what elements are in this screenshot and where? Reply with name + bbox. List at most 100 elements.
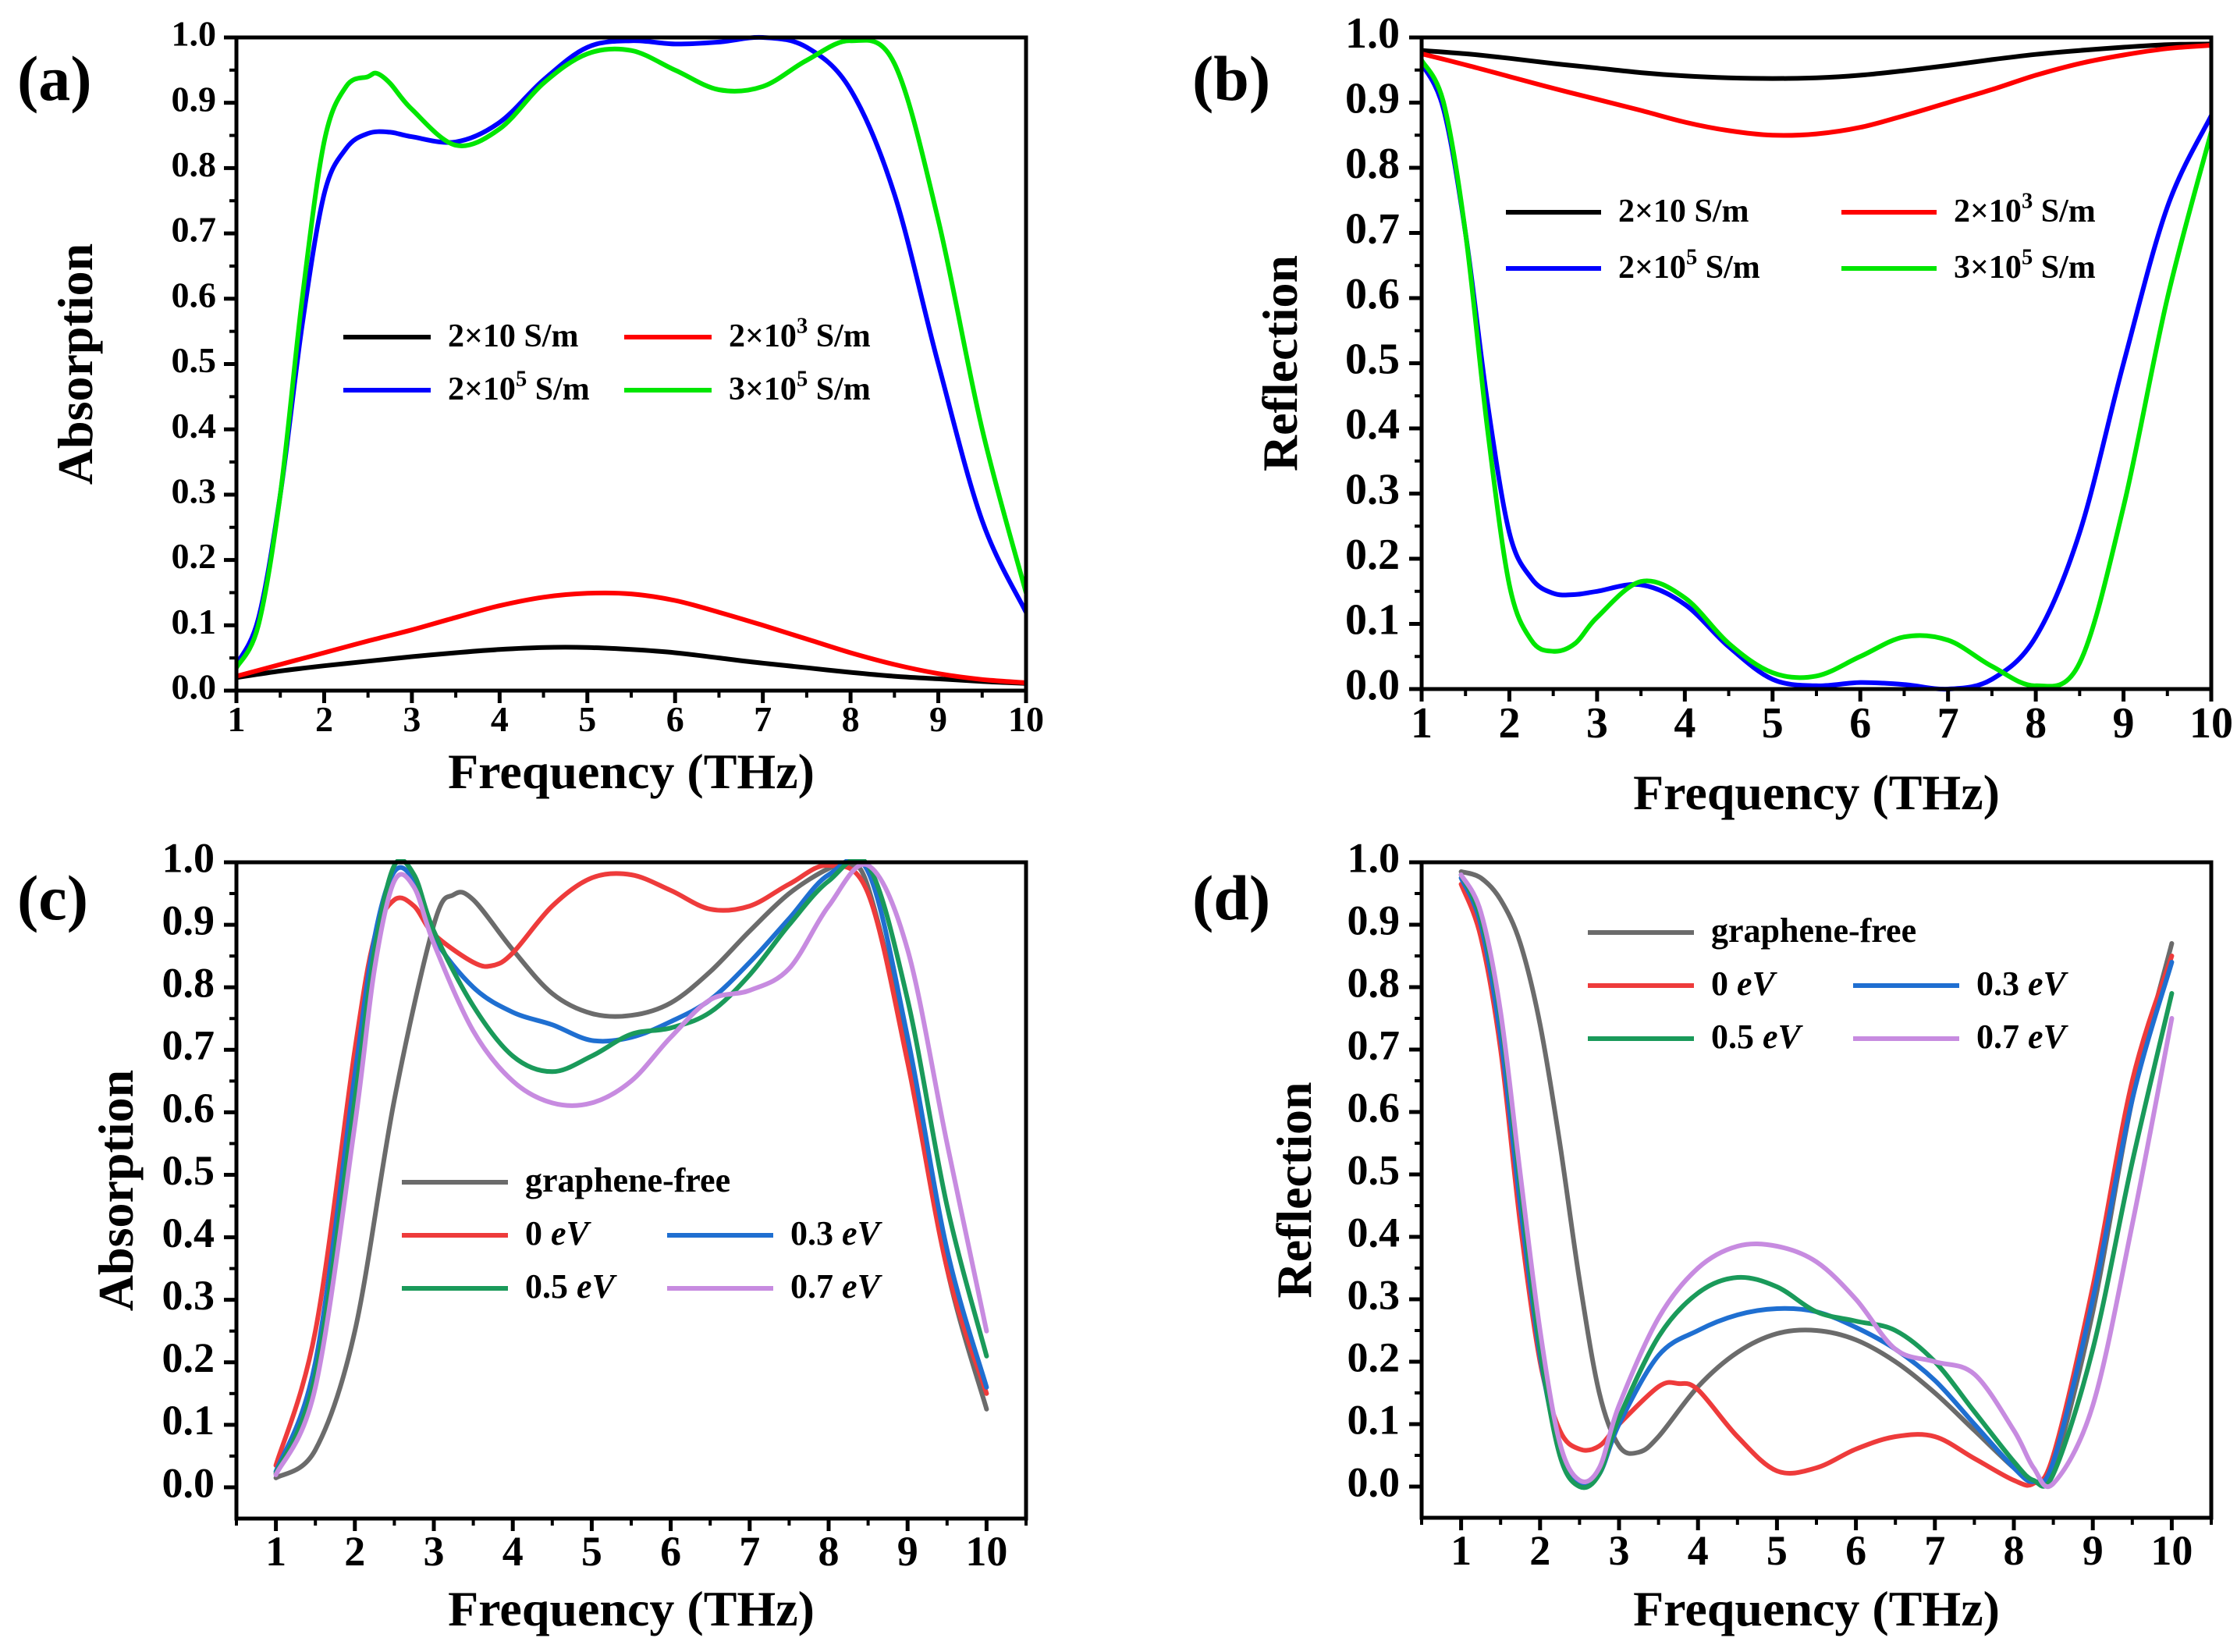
- chart-panel-c: 1 2 3 4 5 6 7 8 9 10 0.0 0.1 0.2 0.3 0.4 0.5 0.6 0.7 0.8 0.…: [17, 834, 1028, 1636]
- legend-label: 0 eV: [1711, 965, 1778, 1003]
- chart-panel-a: 1 2 3 4 5 6 7 8 9 10 0.0 0.1 0.2 0.3 0.4 0.5 0.6 0.7 0.8 0.…: [17, 14, 1044, 799]
- legend-label: 0.5 eV: [1711, 1018, 1804, 1056]
- legend-label: 0 eV: [525, 1214, 592, 1252]
- series-line-3: [236, 34, 1026, 667]
- legend-label: 0.5 eV: [525, 1267, 618, 1306]
- chart-panel-d: 1 2 3 4 5 6 7 8 9 10 0.0 0.1 0.2 0.3 0.4 0.5 0.6 0.7 0.8 0.…: [1192, 834, 2214, 1636]
- y-tick-label: 0.0: [172, 667, 217, 707]
- y-tick-label: 0.9: [172, 79, 217, 119]
- y-tick-label: 0.5: [172, 340, 217, 380]
- y-tick-label: 0.8: [1348, 959, 1401, 1006]
- y-axis-title: Reflection: [1252, 255, 1308, 471]
- x-axis-title: Frequency (THz): [448, 744, 815, 799]
- series-group: [236, 34, 1026, 686]
- x-tick-label: 9: [2113, 699, 2135, 748]
- y-tick-label: 0.6: [172, 275, 217, 314]
- y-tick-label: 0.1: [1345, 595, 1400, 644]
- x-tick-label: 1: [228, 699, 246, 739]
- y-tick-label: 1.0: [162, 834, 215, 881]
- y-tick-label: 0.6: [1345, 270, 1400, 318]
- y-tick-label: 0.3: [162, 1272, 215, 1319]
- y-tick-label: 0.0: [1348, 1458, 1401, 1505]
- legend-label: 0.3 eV: [1976, 965, 2069, 1003]
- series-line-1: [1458, 869, 2175, 1488]
- y-tick-label: 0.2: [1345, 531, 1400, 579]
- y-tick-label: 0.6: [1348, 1084, 1401, 1131]
- y-tick-label: 0.5: [1348, 1146, 1401, 1193]
- x-tick-label: 4: [502, 1528, 524, 1575]
- legend: graphene-free 0 eV 0.3 eV 0.5 eV 0.7 eV: [402, 1161, 883, 1306]
- y-tick-label: 0.0: [162, 1459, 215, 1506]
- panel-label: (b): [1192, 43, 1270, 114]
- legend-label: 2×103 S/m: [729, 314, 871, 354]
- y-tick-label: 0.3: [1348, 1271, 1401, 1318]
- y-tick-label: 0.7: [1348, 1021, 1401, 1068]
- x-tick-label: 7: [739, 1528, 760, 1575]
- legend-label: 2×103 S/m: [1954, 189, 2096, 229]
- y-tick-label: 0.1: [162, 1397, 215, 1444]
- y-tick-label: 0.7: [1345, 204, 1400, 253]
- y-tick-label: 0.8: [162, 960, 215, 1007]
- series-group: [1458, 869, 2175, 1490]
- x-tick-label: 1: [265, 1528, 286, 1575]
- y-axis-title: Absorption: [88, 1070, 144, 1311]
- legend: graphene-free 0 eV 0.3 eV 0.5 eV 0.7 eV: [1588, 911, 2069, 1056]
- x-tick-label: 5: [1767, 1527, 1788, 1574]
- x-tick-label: 8: [2004, 1527, 2025, 1574]
- legend-label: 2×105 S/m: [448, 367, 590, 407]
- x-tick-label: 10: [2150, 1527, 2193, 1574]
- x-tick-label: 3: [1586, 699, 1608, 748]
- y-tick-label: 0.4: [162, 1210, 215, 1256]
- x-tick-label: 5: [581, 1528, 602, 1575]
- y-tick-label: 0.5: [162, 1147, 215, 1194]
- x-tick-label: 1: [1450, 1527, 1472, 1574]
- series-line-5: [273, 862, 989, 1477]
- x-tick-label: 5: [1762, 699, 1784, 748]
- y-tick-label: 0.8: [1345, 140, 1400, 188]
- series-line-5: [1458, 872, 2175, 1490]
- panel-label: (a): [17, 43, 92, 114]
- legend-label: 3×105 S/m: [1954, 245, 2096, 286]
- x-tick-label: 7: [1924, 1527, 1945, 1574]
- legend: 2×10 S/m 2×103 S/m 2×105 S/m 3×105 S/m: [1506, 189, 2096, 286]
- x-tick-label: 1: [1411, 699, 1433, 748]
- y-tick-label: 0.2: [1348, 1334, 1401, 1380]
- y-tick-label: 0.1: [1348, 1396, 1401, 1443]
- series-line-4: [236, 37, 1026, 670]
- series-line-3: [273, 859, 989, 1474]
- y-tick-label: 1.0: [1345, 9, 1400, 58]
- series-line-2: [236, 590, 1026, 685]
- x-tick-label: 3: [424, 1528, 445, 1575]
- y-tick-label: 0.3: [1345, 465, 1400, 513]
- y-tick-label: 0.2: [172, 536, 217, 576]
- x-tick-label: 8: [818, 1528, 840, 1575]
- y-tick-label: 1.0: [172, 14, 217, 54]
- x-tick-label: 3: [1609, 1527, 1630, 1574]
- y-tick-label: 0.0: [1345, 661, 1400, 709]
- y-tick-label: 0.8: [172, 144, 217, 184]
- y-tick-label: 0.1: [172, 602, 217, 641]
- y-tick-label: 0.4: [1348, 1209, 1401, 1256]
- series-line-4: [1422, 58, 2211, 689]
- y-tick-label: 0.4: [1345, 400, 1400, 449]
- x-axis-title: Frequency (THz): [1633, 765, 2000, 820]
- x-tick-label: 2: [344, 1528, 365, 1575]
- x-tick-label: 7: [754, 699, 772, 739]
- legend-label: 2×10 S/m: [448, 318, 578, 354]
- x-tick-label: 8: [842, 699, 860, 739]
- x-tick-label: 6: [1845, 1527, 1866, 1574]
- series-line-4: [273, 859, 989, 1476]
- legend-label: graphene-free: [525, 1161, 730, 1199]
- x-axis-title: Frequency (THz): [448, 1581, 815, 1636]
- y-tick-label: 0.6: [162, 1085, 215, 1132]
- y-tick-label: 0.7: [172, 210, 217, 250]
- y-axis-title: Absorption: [48, 243, 103, 485]
- x-tick-label: 2: [1498, 699, 1520, 748]
- series-line-1: [1422, 41, 2211, 81]
- x-tick-label: 10: [1008, 699, 1044, 739]
- x-tick-label: 4: [1688, 1527, 1709, 1574]
- legend-label: 2×10 S/m: [1618, 194, 1749, 229]
- y-tick-label: 0.9: [162, 897, 215, 943]
- series-group: [1422, 41, 2211, 692]
